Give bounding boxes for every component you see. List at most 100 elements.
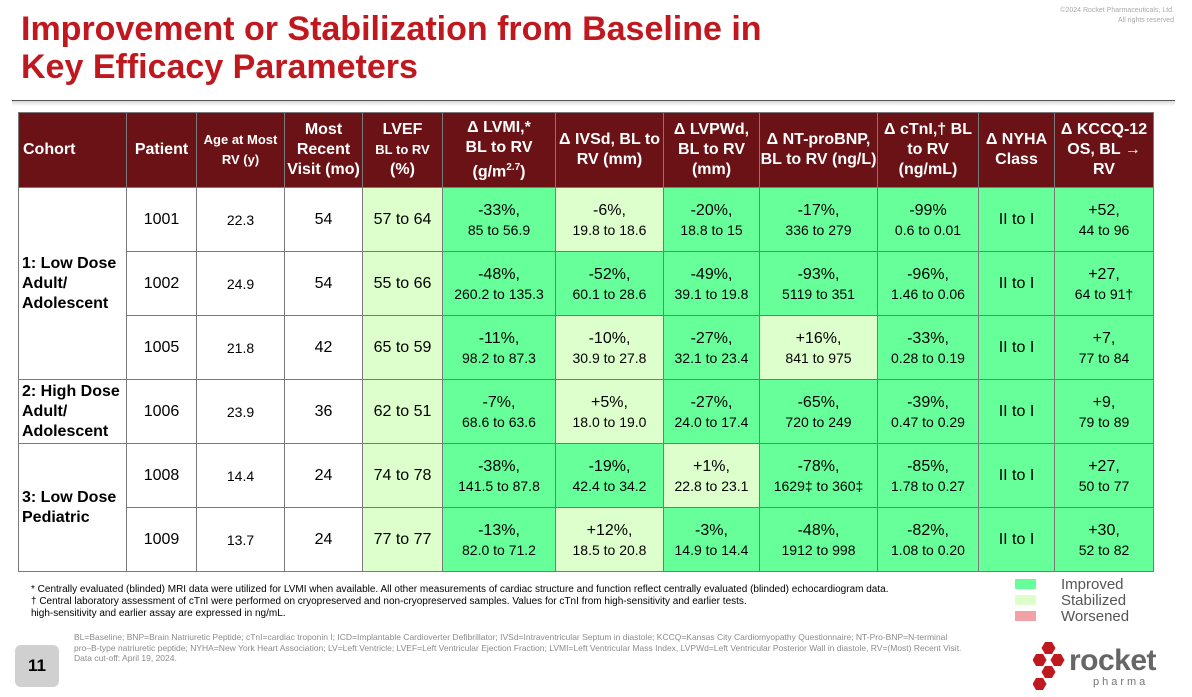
ntprobnp-range: 5119 to 351 (782, 285, 855, 302)
kccq-range: 50 to 77 (1078, 477, 1130, 494)
kccq-change: +27, (1088, 457, 1120, 475)
nyha-cell: II to I (978, 443, 1055, 508)
kccq-cell: +52, 44 to 96 (1054, 187, 1154, 252)
age-cell: 14.4 (196, 443, 285, 508)
header-lvpwd: Δ LVPWd, BL to RV (mm) (663, 112, 760, 188)
ntprobnp-change: +16%, (795, 329, 842, 347)
lvmi-range: 85 to 56.9 (467, 221, 531, 238)
ntprobnp-change: -93%, (797, 265, 840, 283)
ivsd-change: -6%, (593, 201, 626, 219)
ivsd-range: 18.0 to 19.0 (572, 413, 647, 430)
legend-stabilized-label: Stabilized (1061, 591, 1127, 609)
ntprobnp-cell: -17%, 336 to 279 (759, 187, 878, 252)
ivsd-change: -19%, (588, 457, 631, 475)
ivsd-range: 18.5 to 20.8 (572, 541, 647, 558)
kccq-change: +27, (1088, 265, 1120, 283)
ctni-change: -82%, (907, 521, 949, 539)
kccq-change: +7, (1092, 329, 1116, 347)
note-mri: * Centrally evaluated (blinded) MRI data… (31, 584, 889, 595)
table-notes: * Centrally evaluated (blinded) MRI data… (31, 584, 991, 620)
title-divider (12, 100, 1175, 101)
hexagon-logo-icon (1033, 642, 1065, 690)
slide-title-line2: Key Efficacy Parameters (21, 48, 418, 86)
ntprobnp-change: -78%, (797, 457, 840, 475)
lvmi-range: 98.2 to 87.3 (462, 349, 536, 366)
kccq-cell: +7, 77 to 84 (1054, 315, 1154, 380)
visit-cell: 24 (284, 443, 363, 508)
lvmi-change: -48%, (478, 265, 520, 283)
ntprobnp-cell: -78%, 1629‡ to 360‡ (759, 443, 878, 508)
header-lvmi-sup: 2.7 (506, 161, 521, 173)
lvpwd-range: 18.8 to 15 (680, 221, 743, 238)
lvmi-change: -11%, (478, 329, 520, 347)
table-row: 1002 24.9 54 55 to 66 -48%, 260.2 to 135.… (19, 251, 1154, 316)
visit-cell: 54 (284, 251, 363, 316)
ntprobnp-change: -17%, (797, 201, 840, 219)
header-lvmi-line3: (g/m2.7) (443, 158, 555, 182)
header-lvef-line3: (%) (390, 161, 415, 178)
note-assay: high-sensitivity and earlier assay are e… (31, 608, 286, 619)
cohort-cell-1: 1: Low Dose Adult/ Adolescent (18, 187, 127, 380)
visit-cell: 54 (284, 187, 363, 252)
header-cohort: Cohort (18, 112, 127, 188)
kccq-range: 44 to 96 (1078, 221, 1130, 238)
age-cell: 23.9 (196, 379, 285, 444)
ivsd-range: 19.8 to 18.6 (572, 221, 647, 238)
stabilized-swatch (1015, 595, 1036, 605)
title-divider-shadow (12, 101, 1175, 106)
legend-improved-label: Improved (1061, 575, 1124, 593)
logo-wordmark: rocket (1069, 644, 1157, 677)
copyright: ©2024 Rocket Pharmaceuticals, Ltd. All r… (1060, 6, 1174, 26)
header-lvmi: Δ LVMI,* BL to RV (g/m2.7) (442, 112, 556, 188)
kccq-range: 77 to 84 (1078, 349, 1130, 366)
worsened-swatch (1015, 611, 1036, 621)
lvmi-range: 260.2 to 135.3 (454, 285, 544, 302)
header-lvef-line1: LVEF (382, 121, 423, 138)
lvmi-cell: -11%, 98.2 to 87.3 (442, 315, 556, 380)
copyright-line1: ©2024 Rocket Pharmaceuticals, Ltd. (1060, 7, 1174, 14)
header-age-label: Age at Most RV (y) (203, 132, 278, 167)
table-row: 1: Low Dose Adult/ Adolescent 1001 22.3 … (18, 187, 1154, 380)
lvmi-change: -13%, (478, 521, 520, 539)
nyha-cell: II to I (978, 251, 1055, 316)
lvef-cell: 65 to 59 (362, 315, 443, 380)
header-patient: Patient (126, 112, 197, 188)
header-ctni: Δ cTnI,† BL to RV (ng/mL) (877, 112, 979, 188)
lvmi-cell: -48%, 260.2 to 135.3 (442, 251, 556, 316)
ctni-cell: -85%, 1.78 to 0.27 (877, 443, 979, 508)
lvmi-range: 68.6 to 63.6 (462, 413, 536, 430)
ivsd-cell: -19%, 42.4 to 34.2 (555, 443, 664, 508)
ntprobnp-range: 336 to 279 (785, 221, 852, 238)
legend: Improved Stabilized Worsened (1015, 575, 1129, 625)
ctni-change: -99% (909, 201, 947, 219)
header-lvmi-unit: (g/m (472, 163, 507, 181)
header-lvmi-line2: BL to RV (465, 138, 533, 156)
lvpwd-range: 39.1 to 19.8 (674, 285, 749, 302)
lvmi-cell: -13%, 82.0 to 71.2 (442, 507, 556, 572)
table-header-row: Cohort Patient Age at Most RV (y) Most R… (18, 112, 1154, 188)
legend-worsened: Worsened (1015, 608, 1129, 625)
improved-swatch (1015, 579, 1036, 589)
lvpwd-change: -20%, (690, 201, 733, 219)
table-row: 1009 13.7 24 77 to 77 -13%, 82.0 to 71.2 … (19, 507, 1154, 572)
ctni-cell: -96%, 1.46 to 0.06 (877, 251, 979, 316)
abbreviations-footnote: BL=Baseline; BNP=Brain Natriuretic Pepti… (74, 632, 964, 664)
patient-cell: 1009 (126, 507, 197, 572)
kccq-change: +30, (1088, 521, 1120, 539)
ctni-cell: -82%, 1.08 to 0.20 (877, 507, 979, 572)
patient-cell: 1008 (126, 443, 197, 508)
ctni-cell: -99% 0.6 to 0.01 (877, 187, 979, 252)
kccq-range: 79 to 89 (1078, 413, 1130, 430)
patient-cell: 1006 (126, 379, 197, 444)
lvef-cell: 77 to 77 (362, 507, 443, 572)
ctni-range: 1.78 to 0.27 (891, 477, 965, 494)
ivsd-change: +5%, (591, 393, 628, 411)
lvpwd-cell: -27%, 32.1 to 23.4 (663, 315, 760, 380)
ivsd-change: -10%, (588, 329, 631, 347)
ivsd-change: +12%, (586, 521, 633, 539)
data-cutoff: Data cut-off: April 19, 2024. (74, 653, 177, 663)
patient-cell: 1002 (126, 251, 197, 316)
visit-cell: 24 (284, 507, 363, 572)
ctni-range: 1.46 to 0.06 (891, 285, 965, 302)
header-ntprobnp: Δ NT-proBNP, BL to RV (ng/L) (759, 112, 878, 188)
